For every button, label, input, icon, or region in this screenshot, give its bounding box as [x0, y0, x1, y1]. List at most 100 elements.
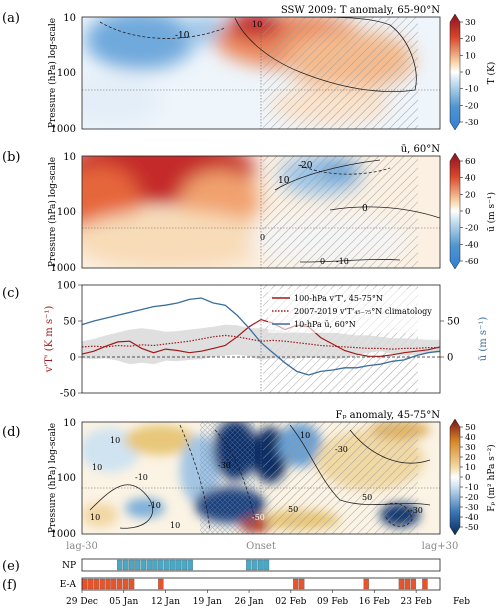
f-xtick: 12 Jan: [151, 597, 180, 607]
c-ytick-left: 100: [57, 281, 76, 292]
event-cell: [363, 578, 369, 590]
c-ytick-left: 50: [63, 317, 76, 328]
panel-e: (e) NP: [2, 558, 441, 574]
panel-d: (d) Fₚ anomaly, 45-75°N: [2, 410, 497, 552]
colorbar-b-tick-label: -40: [465, 240, 479, 250]
event-cell: [293, 578, 299, 590]
panel-d-contour-label: -50: [252, 513, 265, 522]
event-cell: [252, 559, 258, 571]
legend-entry-u: 10-hPa ū, 60°N: [294, 320, 356, 329]
panel-b-colorbar-label: ū (m s⁻¹): [486, 192, 497, 232]
panel-a-colorbar: 30 20 10 0 -10 -20 -30 T (K): [449, 13, 497, 131]
climatology-band: [82, 324, 440, 365]
panel-a-yticks: 10 100 1000: [51, 13, 76, 135]
panel-e-row-label: NP: [62, 561, 76, 571]
panel-d-contour-label: 10: [90, 513, 100, 522]
panel-d-xticks: lag-30 Onset lag+30: [66, 541, 458, 552]
event-cell: [93, 578, 99, 590]
panel-d-xtick: lag-30: [66, 541, 98, 552]
event-cell: [298, 578, 305, 590]
panel-d-ytick: 100: [57, 473, 76, 484]
colorbar-a-tick-label: 30: [465, 18, 476, 28]
colorbar-b-tick-label: -60: [465, 257, 479, 267]
f-xtick: 26 Jan: [235, 597, 264, 607]
panel-b-colorbar-ticks: 60 40 20 0 -20 -40 -60: [460, 157, 479, 267]
panel-a-title: SSW 2009: T anomaly, 65-90°N: [281, 5, 440, 16]
event-cell: [158, 559, 164, 571]
panel-d-contour-label: -10: [135, 473, 148, 482]
panel-a-colorbar-label: T (K): [486, 62, 497, 85]
colorbar-b-tick-label: 0: [465, 207, 470, 217]
panel-b-field: [82, 156, 440, 268]
panel-b-contour-label: 10: [278, 176, 290, 186]
panel-d-contour-label: 10: [170, 521, 180, 530]
colorbar-b-tick-label: 40: [465, 174, 476, 184]
panel-c-yticks-left: 100 50 0 -50: [57, 281, 82, 400]
panel-d-contour-label: -10: [148, 501, 161, 510]
event-cell: [81, 578, 88, 590]
panel-b-ytick: 1000: [51, 263, 76, 274]
colorbar-b-tick-label: -20: [465, 224, 479, 234]
panel-b-contour-label: 0: [362, 204, 368, 214]
series-line-climatology: [81, 334, 440, 350]
f-xtick: 02 Feb: [275, 597, 306, 607]
event-cell: [398, 578, 405, 590]
f-xtick: 05 Jan: [109, 597, 138, 607]
colorbar-d-tick-label: -30: [465, 503, 479, 513]
panel-d-xtick: lag+30: [422, 541, 459, 552]
event-cell: [410, 578, 416, 590]
panel-d-colorbar-label: Fₚ (m² hPa s⁻²): [486, 444, 497, 511]
panel-b-ytick: 100: [57, 207, 76, 218]
event-cell: [146, 559, 152, 571]
event-cell: [128, 559, 135, 571]
panel-b-contour-label: -20: [298, 161, 313, 171]
event-cell: [263, 559, 270, 571]
panel-f-cells: [81, 578, 428, 590]
panel-c: (c) 100 50 0 -50 50 0 v'T' (K m s⁻¹) ū (m s⁻…: [2, 281, 489, 400]
panel-f-label: (f): [2, 578, 17, 593]
panel-f-xticks: 29 Dec 05 Jan 12 Jan 19 Jan 26 Jan 02 Feb 09 F…: [66, 590, 432, 607]
panel-a-ylabel: Pressure (hPa) log-scale: [47, 18, 58, 128]
panel-c-label: (c): [2, 286, 19, 301]
colorbar-a-tick-label: -20: [465, 101, 479, 111]
event-cell: [122, 559, 129, 571]
event-cell: [140, 559, 146, 571]
event-cell: [134, 559, 141, 571]
f-xtick: 19 Jan: [193, 597, 222, 607]
panel-f-row-label: E-A: [60, 580, 77, 590]
event-cell: [128, 578, 135, 590]
panel-d-contour-label: 10: [110, 436, 120, 445]
f-xtick: 29 Dec: [66, 597, 98, 607]
colorbar-d-tick-label: 10: [465, 463, 476, 473]
event-cell: [422, 578, 428, 590]
panel-b-contour-label: 0: [320, 257, 325, 266]
panel-a: (a) SSW 2009: T anomaly, 65-90°N -10 10 …: [2, 5, 497, 135]
event-cell: [152, 559, 158, 571]
panel-d-field: [82, 422, 440, 534]
panel-b-ylabel: Pressure (hPa) log-scale: [47, 157, 58, 267]
c-ytick-left: -50: [60, 389, 76, 400]
panel-b-yticks: 10 100 1000: [51, 152, 76, 274]
event-cell: [169, 559, 176, 571]
colorbar-d-tick-label: -10: [465, 483, 479, 493]
panel-b-contour-label: 0: [260, 233, 265, 242]
colorbar-d-tick-label: 30: [465, 443, 476, 453]
f-xtick: 09 Feb: [317, 597, 348, 607]
panel-d-contour-label: -30: [335, 445, 348, 454]
panel-b-colorbar: 60 40 20 0 -20 -40 -60 ū (m s⁻¹): [449, 152, 497, 270]
series-line-vt: [81, 318, 441, 357]
event-cell: [105, 578, 111, 590]
colorbar-a-tick-label: 0: [465, 68, 470, 78]
panel-d-contour-label: -30: [218, 461, 231, 470]
colorbar-d-tick-label: 50: [465, 423, 476, 433]
event-cell: [122, 578, 129, 590]
panel-b-title: ū, 60°N: [401, 144, 441, 155]
panel-d-yticks: 10 100 1000: [51, 418, 76, 540]
event-cell: [111, 578, 117, 590]
legend-entry-climatology: 2007-2019 v'T'₄₅₋₇₅°N climatology: [294, 307, 432, 316]
colorbar-d-tick-label: -50: [465, 523, 479, 533]
event-cell: [187, 559, 193, 571]
panel-d-title: Fₚ anomaly, 45-75°N: [336, 410, 441, 421]
panel-f: (f) E-A 29 Dec 05 Jan 12 Jan 19 Jan 26 Jan 02…: [2, 577, 470, 607]
